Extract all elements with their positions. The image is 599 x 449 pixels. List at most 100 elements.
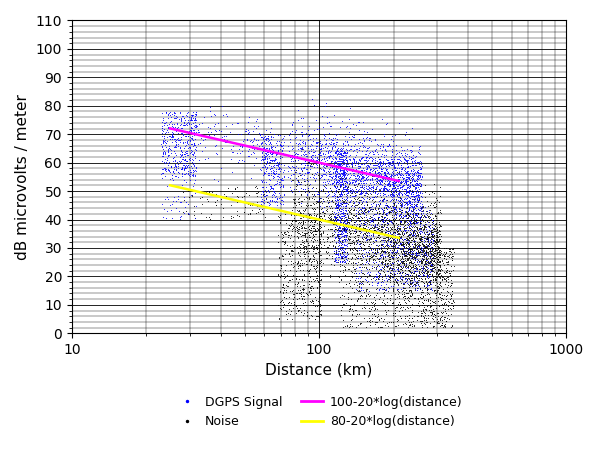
- Point: [232, 207, 242, 215]
- Point: [364, 228, 373, 235]
- Point: [314, 123, 323, 130]
- Point: [335, 197, 345, 204]
- Point: [305, 283, 314, 290]
- Point: [396, 218, 406, 225]
- Point: [288, 224, 298, 231]
- Point: [409, 171, 418, 178]
- Point: [310, 154, 319, 161]
- Point: [385, 140, 394, 147]
- Point: [386, 170, 395, 177]
- Point: [393, 196, 403, 203]
- Point: [344, 174, 353, 181]
- Point: [372, 224, 382, 231]
- Point: [428, 313, 438, 320]
- Point: [383, 227, 392, 234]
- Point: [415, 225, 424, 233]
- Point: [317, 187, 327, 194]
- Point: [304, 247, 314, 254]
- Point: [239, 208, 249, 216]
- Point: [326, 260, 336, 268]
- Point: [324, 134, 334, 141]
- Point: [333, 173, 343, 180]
- Point: [297, 122, 306, 129]
- Point: [336, 233, 346, 240]
- Point: [390, 268, 400, 275]
- Point: [389, 199, 399, 207]
- Point: [356, 171, 366, 178]
- Point: [331, 201, 341, 208]
- Point: [306, 202, 316, 209]
- Point: [403, 247, 413, 254]
- Point: [404, 170, 413, 177]
- Point: [404, 197, 414, 204]
- Point: [407, 290, 417, 297]
- Point: [335, 238, 345, 245]
- Point: [285, 231, 294, 238]
- Point: [331, 204, 340, 211]
- Point: [402, 235, 412, 242]
- Point: [297, 262, 307, 269]
- Point: [353, 236, 363, 243]
- Point: [305, 142, 315, 149]
- Point: [276, 175, 286, 182]
- Point: [262, 154, 271, 162]
- Point: [322, 238, 331, 245]
- Point: [337, 172, 346, 180]
- Point: [422, 228, 432, 235]
- Point: [264, 162, 274, 169]
- Point: [356, 247, 365, 254]
- Point: [359, 195, 368, 202]
- Point: [446, 282, 455, 290]
- Point: [441, 277, 450, 284]
- Point: [419, 262, 428, 269]
- Point: [342, 322, 352, 330]
- Point: [423, 286, 432, 293]
- Point: [360, 191, 370, 198]
- Point: [426, 308, 435, 316]
- Point: [400, 251, 409, 259]
- Point: [385, 174, 394, 181]
- Point: [301, 162, 310, 169]
- Point: [232, 193, 241, 200]
- Point: [329, 249, 339, 256]
- Point: [362, 186, 371, 193]
- Point: [180, 164, 190, 172]
- Point: [419, 247, 429, 254]
- Point: [356, 183, 365, 190]
- Point: [289, 216, 298, 223]
- Point: [340, 253, 350, 260]
- Point: [410, 295, 419, 302]
- Point: [296, 185, 305, 192]
- Point: [396, 196, 406, 203]
- Point: [308, 156, 318, 163]
- Point: [443, 260, 452, 268]
- Point: [358, 278, 368, 285]
- Point: [158, 158, 167, 165]
- Point: [404, 237, 413, 244]
- Point: [204, 123, 213, 130]
- Point: [322, 156, 332, 163]
- Point: [374, 186, 384, 193]
- Point: [390, 309, 400, 316]
- Point: [178, 130, 187, 137]
- Point: [390, 171, 400, 178]
- Point: [355, 320, 365, 327]
- Point: [403, 294, 413, 301]
- Point: [438, 273, 447, 281]
- Point: [353, 232, 362, 239]
- Point: [370, 227, 379, 234]
- Point: [397, 167, 406, 174]
- Point: [410, 233, 420, 240]
- Point: [367, 174, 376, 181]
- Point: [301, 231, 310, 238]
- Point: [396, 245, 406, 252]
- Point: [335, 159, 344, 167]
- Point: [359, 185, 369, 193]
- Point: [328, 165, 338, 172]
- Point: [350, 251, 359, 259]
- Point: [278, 298, 288, 305]
- Point: [355, 127, 364, 134]
- Point: [308, 173, 318, 180]
- Point: [381, 281, 391, 288]
- Point: [337, 240, 346, 247]
